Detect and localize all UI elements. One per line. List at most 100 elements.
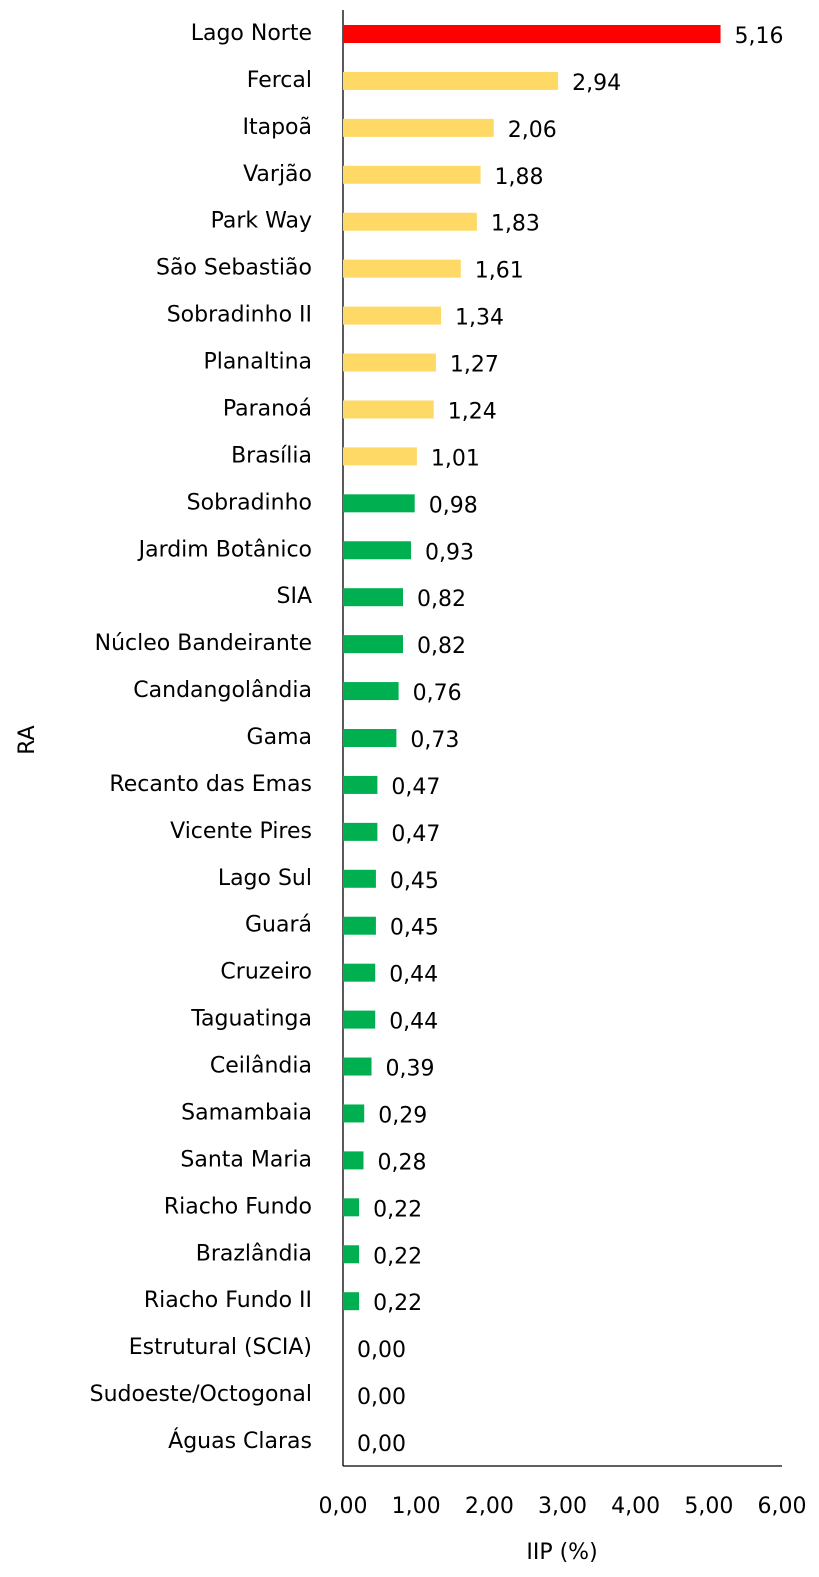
y-tick-label: Brazlândia xyxy=(196,1241,312,1266)
bar xyxy=(343,400,434,419)
y-tick-label: Jardim Botânico xyxy=(137,537,312,562)
y-tick-label: Samambaia xyxy=(181,1100,312,1125)
bar xyxy=(343,118,494,137)
bar xyxy=(343,869,376,888)
y-tick-label: Riacho Fundo xyxy=(164,1194,312,1219)
bar xyxy=(343,1104,365,1123)
value-label: 0,28 xyxy=(377,1150,426,1175)
bar xyxy=(343,963,376,982)
value-label: 2,94 xyxy=(572,71,621,96)
bar xyxy=(343,822,378,841)
value-label: 0,98 xyxy=(429,493,478,518)
y-tick-label: Fercal xyxy=(247,68,312,93)
x-tick-label: 2,00 xyxy=(465,1494,514,1519)
bar xyxy=(343,447,417,466)
y-tick-label: Candangolândia xyxy=(133,678,312,703)
y-tick-label: Park Way xyxy=(211,209,312,234)
bar xyxy=(343,1245,360,1264)
y-tick-label: Santa Maria xyxy=(180,1147,312,1172)
value-label: 0,39 xyxy=(386,1057,435,1082)
value-label: 0,22 xyxy=(373,1291,422,1316)
y-tick-label: São Sebastião xyxy=(156,256,312,281)
value-label: 0,93 xyxy=(425,540,474,565)
value-label: 1,83 xyxy=(491,212,540,237)
bar xyxy=(343,259,461,278)
y-tick-label: Gama xyxy=(247,725,312,750)
value-label: 0,45 xyxy=(390,869,439,894)
bar xyxy=(343,494,415,513)
bar xyxy=(343,306,442,325)
bar xyxy=(343,588,403,607)
bar xyxy=(343,635,403,654)
value-label: 0,47 xyxy=(391,822,440,847)
value-label: 1,27 xyxy=(450,353,499,378)
y-tick-label: SIA xyxy=(276,584,312,609)
y-tick-label: Ceilândia xyxy=(210,1054,312,1079)
y-tick-label: Núcleo Bandeirante xyxy=(95,631,312,656)
y-tick-label: Sudoeste/Octogonal xyxy=(90,1382,312,1407)
y-tick-label: Cruzeiro xyxy=(220,960,312,985)
y-tick-label: Brasília xyxy=(231,443,312,468)
y-tick-label: Recanto das Emas xyxy=(109,772,312,797)
value-label: 0,22 xyxy=(373,1244,422,1269)
value-label: 0,82 xyxy=(417,587,466,612)
y-tick-label: Itapoã xyxy=(242,115,312,140)
x-tick-label: 4,00 xyxy=(611,1494,660,1519)
value-label: 0,45 xyxy=(390,916,439,941)
y-tick-label: Vicente Pires xyxy=(170,819,312,844)
y-tick-label: Riacho Fundo II xyxy=(144,1288,312,1313)
value-label: 1,61 xyxy=(475,259,524,284)
y-tick-label: Varjão xyxy=(243,162,312,187)
value-label: 0,00 xyxy=(357,1385,406,1410)
y-tick-label: Lago Norte xyxy=(191,21,312,46)
value-label: 1,24 xyxy=(448,399,497,424)
bar xyxy=(343,1151,364,1170)
y-tick-label: Sobradinho II xyxy=(167,303,312,328)
value-label: 0,29 xyxy=(378,1103,427,1128)
value-label: 0,22 xyxy=(373,1197,422,1222)
x-tick-label: 6,00 xyxy=(758,1494,807,1519)
bar xyxy=(343,25,721,43)
y-tick-label: Paranoá xyxy=(223,396,312,421)
bar xyxy=(343,1198,360,1217)
value-label: 5,16 xyxy=(735,24,784,49)
y-tick-label: Taguatinga xyxy=(190,1007,312,1032)
x-axis-title: IIP (%) xyxy=(526,1540,597,1565)
bar xyxy=(343,775,378,794)
value-label: 0,47 xyxy=(391,775,440,800)
bar xyxy=(343,353,436,372)
bar xyxy=(343,71,559,90)
value-label: 1,34 xyxy=(455,306,504,331)
value-label: 0,73 xyxy=(410,728,459,753)
value-label: 0,76 xyxy=(413,681,462,706)
x-tick-label: 3,00 xyxy=(538,1494,587,1519)
value-label: 0,44 xyxy=(389,1010,438,1035)
value-label: 1,01 xyxy=(431,446,480,471)
bar xyxy=(343,1292,360,1311)
y-tick-label: Guará xyxy=(245,913,312,938)
x-tick-label: 1,00 xyxy=(392,1494,441,1519)
y-axis-title: RA xyxy=(15,725,40,754)
bar xyxy=(343,1010,376,1029)
value-label: 0,82 xyxy=(417,634,466,659)
value-label: 0,00 xyxy=(357,1338,406,1363)
bar xyxy=(343,541,412,560)
bar xyxy=(343,165,481,184)
y-tick-label: Águas Claras xyxy=(168,1428,312,1454)
bar xyxy=(343,212,477,231)
bar xyxy=(343,682,399,701)
x-tick-label: 0,00 xyxy=(319,1494,368,1519)
y-tick-label: Estrutural (SCIA) xyxy=(129,1335,312,1360)
y-tick-label: Sobradinho xyxy=(187,490,312,515)
value-label: 2,06 xyxy=(508,118,557,143)
value-label: 1,88 xyxy=(495,165,544,190)
bar xyxy=(343,1057,372,1076)
y-tick-label: Lago Sul xyxy=(218,866,312,891)
bar xyxy=(343,916,376,935)
value-label: 0,00 xyxy=(357,1432,406,1457)
bar xyxy=(343,729,397,747)
y-tick-label: Planaltina xyxy=(203,350,312,375)
value-label: 0,44 xyxy=(389,963,438,988)
x-tick-label: 5,00 xyxy=(684,1494,733,1519)
